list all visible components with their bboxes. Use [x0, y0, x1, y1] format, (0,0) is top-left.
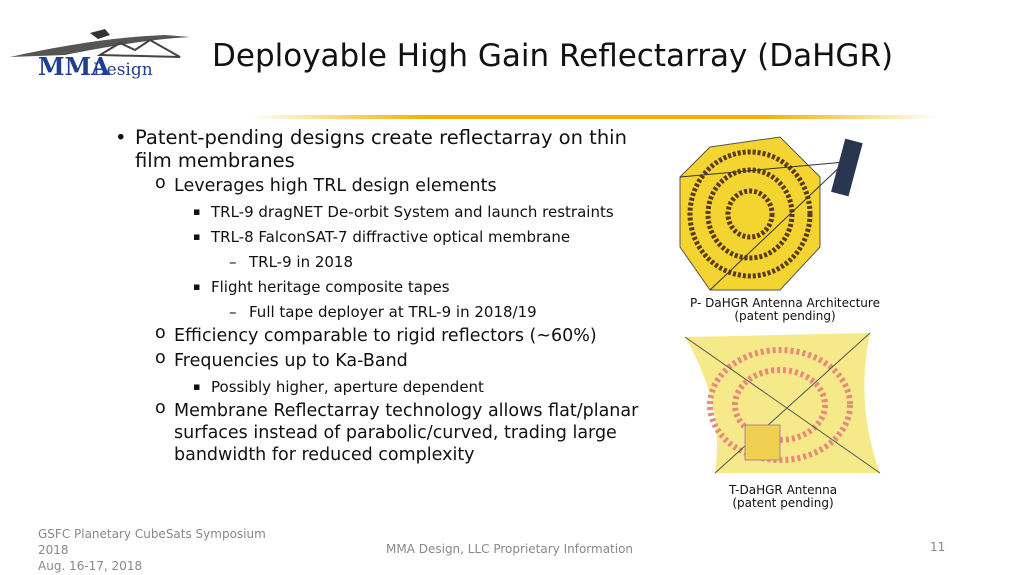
bullet-item: TRL-8 FalconSAT-7 diffractive optical me… [193, 227, 660, 272]
footer-event: GSFC Planetary CubeSats Symposium 2018 A… [38, 526, 278, 574]
logo-brand: MMA [38, 52, 110, 81]
bullet-list: Patent-pending designs create reflectarr… [115, 124, 660, 466]
bullet-item: TRL-9 in 2018 [229, 252, 660, 272]
bullet-text: Flight heritage composite tapes [211, 278, 450, 296]
bullet-item: Full tape deployer at TRL-9 in 2018/19 [229, 302, 660, 322]
title-rule [250, 115, 940, 119]
figure-caption: T-DaHGR Antenna (patent pending) [658, 484, 908, 510]
caption-line: T-DaHGR Antenna [728, 483, 838, 497]
bullet-text: Frequencies up to Ka-Band [174, 351, 408, 371]
footer-line: Aug. 16-17, 2018 [38, 559, 143, 573]
logo: MMA Design [10, 29, 190, 81]
footer-center: MMA Design, LLC Proprietary Information [386, 542, 634, 556]
page-number: 11 [930, 540, 946, 554]
figure-square [684, 332, 881, 474]
bullet-item: Frequencies up to Ka-Band Possibly higher… [155, 347, 660, 397]
figure-caption: P- DaHGR Antenna Architecture (patent pe… [660, 297, 910, 323]
figure-octagon [679, 136, 863, 291]
bullet-text: TRL-9 dragNET De-orbit System and launch… [211, 203, 614, 221]
bullet-text: Possibly higher, aperture dependent [211, 378, 484, 396]
slide-title: Deployable High Gain Reflectarray (DaHGR… [212, 38, 894, 74]
bullet-item: Membrane Reflectarray technology allows … [155, 397, 660, 466]
bullet-item: Leverages high TRL design elements TRL-9 … [155, 172, 660, 322]
bullet-item: TRL-9 dragNET De-orbit System and launch… [193, 202, 660, 222]
bullet-text: TRL-9 in 2018 [249, 253, 354, 271]
bullet-item: Efficiency comparable to rigid reflector… [155, 322, 660, 347]
caption-line: (patent pending) [732, 496, 834, 510]
logo-suffix: Design [93, 60, 153, 80]
bullet-item: Possibly higher, aperture dependent [193, 377, 660, 397]
bullet-text: Patent-pending designs create reflectarr… [135, 126, 627, 172]
bullet-item: Patent-pending designs create reflectarr… [115, 126, 660, 466]
footer-line: GSFC Planetary CubeSats Symposium 2018 [38, 527, 266, 557]
bullet-text: Full tape deployer at TRL-9 in 2018/19 [249, 303, 537, 321]
bullet-text: Efficiency comparable to rigid reflector… [174, 326, 597, 346]
caption-line: (patent pending) [734, 309, 836, 323]
bullet-item: Flight heritage composite tapes Full tape… [193, 277, 660, 322]
bullet-text: Leverages high TRL design elements [174, 176, 497, 196]
caption-line: P- DaHGR Antenna Architecture [690, 296, 880, 310]
bullet-text: Membrane Reflectarray technology allows … [174, 401, 639, 465]
bullet-text: TRL-8 FalconSAT-7 diffractive optical me… [211, 228, 571, 246]
